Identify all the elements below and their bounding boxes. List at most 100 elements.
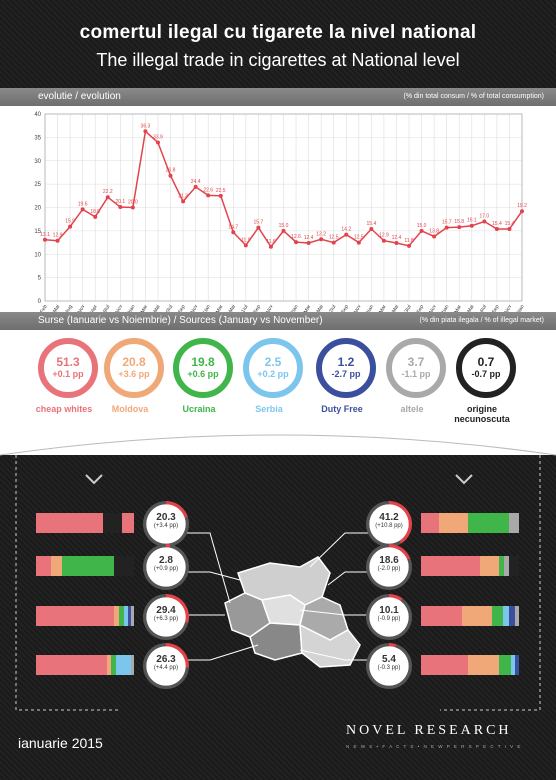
x-tick-label: 11Ian: [201, 304, 212, 312]
x-tick-label: 12Nov: [350, 304, 363, 312]
source-delta: +0.6 pp: [187, 369, 219, 379]
source-circle: 19.8 +0.6 pp: [173, 338, 233, 398]
source-value: 0.7: [477, 355, 495, 369]
x-tick-label: 13Mar: [375, 304, 387, 312]
page-title-en: The illegal trade in cigarettes at Natio…: [96, 50, 460, 70]
region-ring: 5.4 (-0.3 pp): [366, 643, 412, 689]
data-label: 12.5: [354, 235, 364, 241]
data-label: 20.0: [128, 200, 138, 206]
data-label: 18.0: [90, 209, 100, 215]
data-label: 24.4: [191, 179, 201, 185]
bar-segment: [106, 655, 112, 675]
bar-segment: [421, 556, 480, 576]
data-point: [331, 240, 336, 245]
x-tick-label: 10Nov: [187, 304, 200, 312]
y-tick-label: 40: [34, 112, 41, 118]
bar-segment: [131, 655, 134, 675]
source-circle: 0.7 -0.7 pp: [456, 338, 516, 398]
data-label: 20.1: [115, 199, 125, 205]
source-name: origine necunoscuta: [454, 404, 510, 424]
region-value: 29.4: [156, 605, 176, 616]
source-name: Moldova: [111, 404, 149, 414]
regions-section: 20.3 (+3.4 pp) 2.8 (+0.9 pp) 29.4 (+6.3 pp) 26…: [0, 455, 556, 717]
x-tick-label: 14Nov: [501, 304, 514, 312]
region-source-bar: [36, 513, 134, 533]
x-tick-label: 11Nov: [262, 304, 274, 312]
y-tick-label: 35: [34, 135, 41, 141]
source-value: 1.2: [337, 355, 355, 369]
data-point: [432, 234, 437, 239]
data-point: [520, 209, 524, 214]
x-tick-label: 10Mar: [137, 304, 149, 312]
x-tick-label: 15Ian: [514, 304, 526, 312]
data-point: [344, 232, 349, 237]
data-label: 15.8: [454, 219, 464, 225]
x-tick-label: 14Mai: [464, 304, 476, 312]
data-point: [457, 225, 462, 230]
region-ring: 29.4 (+6.3 pp): [143, 594, 189, 640]
bar-segment: [468, 655, 500, 675]
x-tick-label: 09Nov: [74, 304, 87, 312]
region-source-bar: [36, 556, 134, 576]
data-label: 14.7: [228, 224, 238, 230]
data-point: [193, 184, 198, 189]
x-tick-label: 09Aug: [61, 304, 74, 312]
x-tick-label: 13Mai: [388, 304, 400, 312]
source-name: Serbia: [255, 404, 283, 414]
region-ring: 10.1 (-0.9 pp): [366, 594, 412, 640]
y-tick-label: 15: [34, 229, 41, 235]
x-tick-label: 14Sep: [488, 304, 501, 312]
bar-segment: [50, 556, 63, 576]
data-point: [68, 224, 73, 229]
x-tick-label: 12Mar: [300, 304, 312, 312]
source-circle: 2.5 +0.2 pp: [243, 338, 303, 398]
bar-segment: [509, 513, 519, 533]
sources-header: Surse (Ianuarie vs Noiembrie) / Sources …: [0, 312, 556, 330]
data-label: 15.0: [279, 223, 289, 229]
data-point: [143, 129, 148, 134]
x-tick-label: 09Feb: [36, 304, 48, 312]
data-point: [105, 195, 110, 200]
bar-segment: [504, 556, 510, 576]
page-title-ro: comertul ilegal cu tigarete la nivel nat…: [79, 22, 477, 43]
sources-label: Surse (Ianuarie vs Noiembrie) / Sources …: [38, 315, 323, 326]
x-tick-label: 09Apr: [87, 304, 99, 312]
region-source-bar: [36, 655, 134, 675]
region-source-bar: [36, 606, 134, 626]
x-tick-label: 10Iul: [164, 304, 175, 312]
data-point: [168, 173, 173, 178]
data-label: 19.6: [78, 201, 88, 207]
data-label: 17.0: [479, 214, 489, 220]
region-source-bar: [421, 556, 519, 576]
region-delta: (+4.4 pp): [153, 665, 179, 671]
data-point: [381, 238, 386, 243]
sources-unit: (% din piata ilegala / % of illegal mark…: [419, 317, 544, 324]
region-delta: (-0.9 pp): [377, 616, 401, 622]
data-label: 13.8: [429, 228, 439, 234]
sources-curve: [0, 420, 556, 456]
data-point: [218, 193, 223, 198]
region-source-bar: [421, 606, 519, 626]
data-point: [444, 225, 449, 230]
bar-segment: [509, 606, 516, 626]
region-delta: (+3.4 pp): [153, 523, 179, 529]
bar-segment: [462, 606, 492, 626]
data-label: 22.5: [216, 188, 226, 194]
data-label: 11.6: [266, 239, 276, 245]
region-ring: 18.6 (-2.0 pp): [366, 544, 412, 590]
bar-segment: [468, 513, 510, 533]
data-label: 12.4: [392, 235, 402, 241]
data-label: 13.2: [316, 231, 326, 237]
region-value: 5.4: [382, 654, 396, 665]
region-delta: (+6.3 pp): [153, 616, 179, 622]
x-tick-label: 12Ian: [288, 304, 300, 312]
x-tick-label: 09Nov: [112, 304, 125, 312]
y-tick-label: 20: [34, 206, 41, 212]
data-label: 15.0: [417, 223, 427, 229]
x-tick-label: 10Ian: [125, 304, 137, 312]
evolution-unit: (% din total consum / % of total consump…: [403, 93, 544, 100]
region-delta: (-0.3 pp): [377, 665, 401, 671]
x-tick-label: 10Sep: [174, 304, 187, 312]
bar-segment: [509, 556, 519, 576]
x-tick-label: 12Iul: [327, 304, 338, 312]
